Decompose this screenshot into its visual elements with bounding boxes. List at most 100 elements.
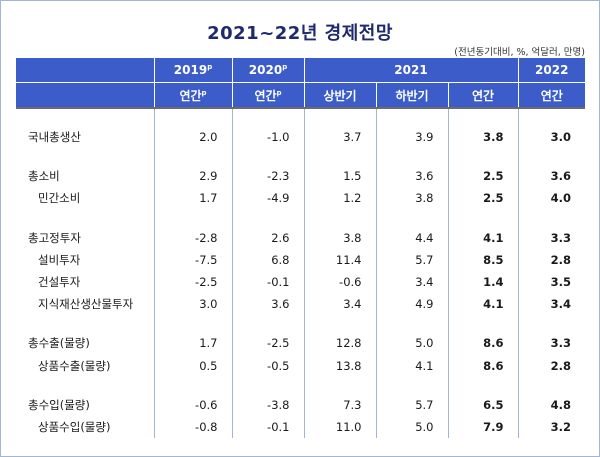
cell-2022-annual: 3.0 [550, 130, 571, 145]
header-2021: 2021 [304, 58, 519, 83]
header-blank-2 [16, 82, 155, 109]
table-row: 총수출(물량) 1.7 -2.5 12.8 5.0 8.6 3.3 [16, 332, 585, 355]
cell-2021-h2: 5.7 [376, 248, 449, 271]
cell-2021-annual: 8.6 [448, 354, 519, 377]
cell-2022-annual: 2.8 [550, 252, 571, 267]
table-row: 상품수입(물량) -0.8 -0.1 11.0 5.0 7.9 3.2 [16, 415, 585, 439]
cell-2019: 3.0 [154, 293, 233, 316]
spacer-row [16, 148, 585, 166]
header-row-years: 2019p 2020p 2021 2022 [16, 58, 585, 83]
cell-2021-h1: 1.2 [304, 187, 377, 210]
cell-2020: -1.0 [232, 126, 305, 149]
header-annual-2021: 연간 [448, 82, 519, 109]
cell-2021-h2: 3.4 [376, 270, 449, 294]
cell-2021-h1: 11.4 [304, 248, 377, 271]
table-row: 상품수출(물량) 0.5 -0.5 13.8 4.1 8.6 2.8 [16, 354, 585, 377]
cell-2021-h2: 3.8 [376, 187, 449, 210]
cell-2021-annual: 3.8 [448, 126, 519, 149]
cell-2021-h2: 3.6 [376, 165, 449, 188]
table-row: 총소비 2.9 -2.3 1.5 3.6 2.5 3.6 [16, 165, 585, 188]
cell-2020: -3.8 [232, 393, 305, 416]
cell-2019: 0.5 [154, 354, 233, 377]
cell-2020: -4.9 [232, 187, 305, 210]
cell-2022-annual: 2.8 [550, 358, 571, 373]
cell-2022-annual: 3.4 [550, 297, 571, 312]
cell-2021-h1: 12.8 [304, 332, 377, 355]
header-2020: 2020p [232, 58, 305, 83]
cell-2020: 3.6 [232, 293, 305, 316]
table-row: 지식재산생산물투자 3.0 3.6 3.4 4.9 4.1 3.4 [16, 293, 585, 316]
cell-2019: 1.7 [154, 332, 233, 355]
table-row: 총수입(물량) -0.6 -3.8 7.3 5.7 6.5 4.8 [16, 393, 585, 416]
cell-2019: -0.6 [154, 393, 233, 416]
cell-2022-annual: 3.3 [550, 230, 571, 245]
header-blank [16, 58, 155, 83]
cell-2019: 2.9 [154, 165, 233, 188]
row-label: 총수출(물량) [16, 332, 155, 355]
header-2022: 2022 [518, 58, 585, 83]
cell-2022-annual: 3.3 [550, 336, 571, 351]
cell-2022-annual: 3.2 [550, 419, 571, 434]
cell-2020: 2.6 [232, 226, 305, 249]
cell-2021-annual: 4.1 [448, 226, 519, 249]
cell-2021-annual: 2.5 [448, 165, 519, 188]
cell-2019: -2.8 [154, 226, 233, 249]
spacer-row [16, 209, 585, 227]
row-label: 총소비 [16, 165, 155, 188]
cell-2021-h1: 3.8 [304, 226, 377, 249]
cell-2020: -2.5 [232, 332, 305, 355]
spacer-row [16, 376, 585, 394]
header-2019: 2019p [154, 58, 233, 83]
cell-2021-annual: 6.5 [448, 393, 519, 416]
header-annual-2019: 연간p [154, 82, 233, 109]
cell-2022-annual: 4.8 [550, 397, 571, 412]
cell-2021-annual: 8.5 [448, 248, 519, 271]
cell-2019: 2.0 [154, 126, 233, 149]
cell-2021-h1: 13.8 [304, 354, 377, 377]
cell-2021-h1: 7.3 [304, 393, 377, 416]
row-label: 설비투자 [16, 248, 155, 271]
header-second-half: 하반기 [376, 82, 449, 109]
forecast-table: 2019p 2020p 2021 2022 연간p 연간p 상반기 하반기 연간… [16, 58, 585, 439]
table-row: 건설투자 -2.5 -0.1 -0.6 3.4 1.4 3.5 [16, 270, 585, 294]
row-label: 상품수입(물량) [16, 415, 155, 439]
cell-2022-annual: 3.5 [550, 275, 571, 290]
header-first-half: 상반기 [304, 82, 377, 109]
unit-note: (전년동기대비, %, 억달러, 만명) [454, 47, 585, 58]
cell-2021-h2: 4.9 [376, 293, 449, 316]
cell-2021-h1: 3.7 [304, 126, 377, 149]
cell-2020: 6.8 [232, 248, 305, 271]
cell-2021-h2: 5.0 [376, 332, 449, 355]
row-label: 총수입(물량) [16, 393, 155, 416]
cell-2021-h2: 5.0 [376, 415, 449, 439]
cell-2021-h2: 4.4 [376, 226, 449, 249]
cell-2020: -0.1 [232, 415, 305, 439]
cell-2021-h2: 5.7 [376, 393, 449, 416]
row-label: 국내총생산 [16, 126, 155, 149]
cell-2019: 1.7 [154, 187, 233, 210]
cell-2022-annual: 3.6 [550, 169, 571, 184]
cell-2020: -2.3 [232, 165, 305, 188]
spacer-row [16, 108, 585, 126]
cell-2019: -7.5 [154, 248, 233, 271]
cell-2020: -0.1 [232, 270, 305, 294]
cell-2022-annual: 4.0 [550, 191, 571, 206]
row-label: 민간소비 [16, 187, 155, 210]
header-annual-2020: 연간p [232, 82, 305, 109]
header-annual-2022: 연간 [518, 82, 585, 109]
table-row: 국내총생산 2.0 -1.0 3.7 3.9 3.8 3.0 [16, 126, 585, 149]
cell-2021-h1: 1.5 [304, 165, 377, 188]
cell-2021-h2: 4.1 [376, 354, 449, 377]
spacer-row [16, 315, 585, 333]
row-label: 상품수출(물량) [16, 354, 155, 377]
cell-2021-annual: 4.1 [448, 293, 519, 316]
cell-2020: -0.5 [232, 354, 305, 377]
row-label: 총고정투자 [16, 226, 155, 249]
cell-2021-h1: -0.6 [304, 270, 377, 294]
cell-2019: -2.5 [154, 270, 233, 294]
cell-2021-h1: 11.0 [304, 415, 377, 439]
cell-2021-annual: 2.5 [448, 187, 519, 210]
table-row: 민간소비 1.7 -4.9 1.2 3.8 2.5 4.0 [16, 187, 585, 210]
cell-2021-annual: 8.6 [448, 332, 519, 355]
